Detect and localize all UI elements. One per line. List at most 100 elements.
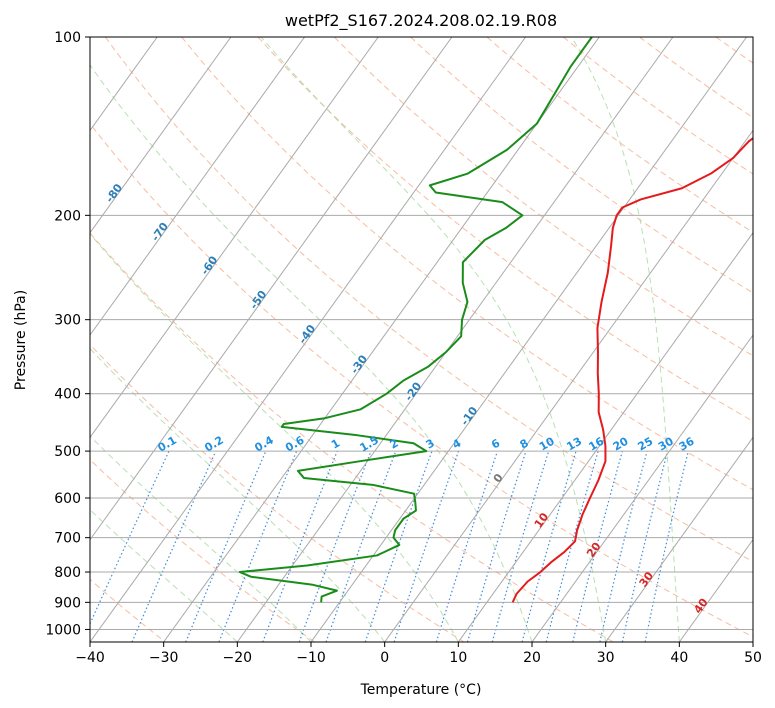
isotherm--80 <box>90 37 232 234</box>
y-tick-label: 600 <box>54 491 81 507</box>
y-tick-label: 100 <box>54 30 81 46</box>
isotherm--70 <box>90 37 306 336</box>
isotherm-20 <box>531 334 753 642</box>
y-tick-label: 1000 <box>45 622 81 638</box>
x-tick-label: −30 <box>149 650 179 666</box>
mixing-ratio-line-0 <box>90 450 170 626</box>
chart-title: wetPf2_S167.2024.208.02.19.R08 <box>285 11 557 31</box>
dry-adiabat-5 <box>104 37 753 563</box>
mixing-ratio-line-2 <box>185 450 267 642</box>
x-axis-ticks: −40 −30 −20 −10 0 10 20 30 40 50 <box>75 642 762 666</box>
isotherm-label-blue: -100 <box>19 87 46 117</box>
isotherm-0 <box>384 129 753 642</box>
x-tick-label: 0 <box>380 650 389 666</box>
x-tick-label: −20 <box>223 650 253 666</box>
isotherm-label-blue: -10 <box>458 404 480 428</box>
mixing-ratio-line-7 <box>364 450 433 642</box>
y-tick-label: 400 <box>54 387 81 403</box>
isotherm-label-blue: -50 <box>247 288 269 312</box>
mixing-ratio-label: 4 <box>450 436 463 451</box>
isotherm-label-red: 40 <box>691 596 711 616</box>
isotherm-label-blue: -30 <box>348 352 370 376</box>
mixing-ratio-line-13 <box>545 450 599 642</box>
isotherm-label-blue: -70 <box>149 220 171 244</box>
series-line-1 <box>238 37 593 603</box>
isotherm-label-blue: -80 <box>103 181 125 205</box>
y-axis-ticks: 1000 900 800 700 600 500 400 300 200 100 <box>45 30 90 638</box>
moist-adiabat-6 <box>571 37 680 642</box>
mixing-ratio-line-16 <box>621 450 669 642</box>
mixing-ratio-line-9 <box>435 450 499 642</box>
isotherm--30 <box>163 37 600 642</box>
x-tick-label: −40 <box>75 650 105 666</box>
isotherm-label-blue: -90 <box>62 136 84 160</box>
isotherm-10 <box>457 231 753 642</box>
mixing-ratio-label: 1 <box>329 437 342 452</box>
isotherm--50 <box>90 37 453 541</box>
mixing-ratio-line-12 <box>521 450 577 642</box>
grid-lines <box>0 37 753 642</box>
isotherm-40 <box>678 538 753 642</box>
dry-adiabat-1 <box>90 458 315 642</box>
mixing-ratio-line-6 <box>325 450 397 642</box>
x-tick-label: 30 <box>597 650 615 666</box>
moist-adiabat-3 <box>90 233 459 642</box>
isotherm--110 <box>0 37 10 642</box>
dry-adiabat-6 <box>181 37 753 491</box>
mixing-ratio-line-5 <box>298 450 372 642</box>
mixing-ratio-line-17 <box>644 450 689 642</box>
y-tick-label: 700 <box>54 531 81 547</box>
dry-adiabat-2 <box>90 343 465 642</box>
dry-adiabat-3 <box>90 232 614 642</box>
dry-adiabat-10 <box>486 37 753 233</box>
isotherm--10 <box>310 37 748 642</box>
series-layer <box>238 37 753 603</box>
y-axis-label: Pressure (hPa) <box>13 290 29 390</box>
isotherm--40 <box>90 37 527 642</box>
isotherm-50 <box>752 641 753 642</box>
isotherm-label-blue: -20 <box>402 379 424 403</box>
x-tick-label: 40 <box>670 650 688 666</box>
moist-adiabat-4 <box>90 64 533 642</box>
background-lines <box>90 37 753 642</box>
isotherm-30 <box>605 436 753 642</box>
mixing-ratio-label: 3 <box>424 437 437 452</box>
y-tick-label: 200 <box>54 208 81 224</box>
mixing-ratio-line-15 <box>599 450 648 642</box>
mixing-ratio-label: 2 <box>387 437 400 452</box>
dry-adiabat-7 <box>257 37 753 422</box>
dry-adiabat-12 <box>639 37 753 119</box>
x-tick-label: −10 <box>296 650 326 666</box>
moist-adiabat-5 <box>260 37 607 642</box>
mixing-ratio-line-1 <box>131 450 217 642</box>
moist-adiabat-2 <box>90 347 386 642</box>
isotherm-label-red: 10 <box>532 510 552 530</box>
y-tick-label: 800 <box>54 565 81 581</box>
mixing-ratio-label: 6 <box>489 436 502 451</box>
mixing-ratio-line-4 <box>262 450 338 642</box>
y-tick-label: 500 <box>54 444 81 460</box>
mixing-ratio-line-3 <box>218 450 298 642</box>
dry-adiabat-13 <box>715 37 753 64</box>
isotherm-label-gray: 0 <box>491 471 506 485</box>
moist-adiabat-1 <box>90 435 312 642</box>
isotherm--20 <box>236 37 674 642</box>
plot-frame <box>89 36 754 643</box>
x-tick-label: 50 <box>744 650 762 666</box>
isotherm-label-blue: -40 <box>296 322 318 346</box>
x-axis-label: Temperature (°C) <box>360 682 482 698</box>
dry-adiabat-9 <box>410 37 753 294</box>
dry-adiabat-8 <box>333 37 753 357</box>
mixing-ratio-line-10 <box>466 450 527 642</box>
isotherm-label-blue: -60 <box>198 253 220 277</box>
mixing-ratio-label: 8 <box>518 437 531 452</box>
mixing-ratio-line-14 <box>572 450 623 642</box>
x-tick-label: 20 <box>523 650 541 666</box>
isotherm-label-red: 20 <box>584 540 604 560</box>
y-tick-label: 300 <box>54 313 81 329</box>
mixing-ratio-line-8 <box>393 450 460 642</box>
isotherm--60 <box>90 37 379 439</box>
dry-adiabat-4 <box>90 122 753 638</box>
